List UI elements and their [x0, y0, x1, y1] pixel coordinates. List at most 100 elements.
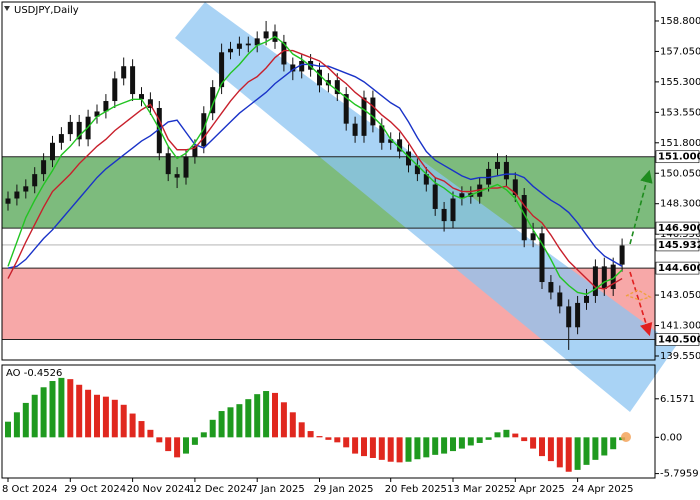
y-tick-label: 153.550 [660, 107, 700, 118]
ao-bar [530, 437, 537, 449]
ao-bar [129, 413, 136, 438]
ao-bar [539, 437, 545, 457]
candle-body [192, 146, 198, 157]
ao-bar [458, 437, 465, 449]
candle-body [477, 184, 483, 197]
candle-body [210, 87, 216, 114]
moving-average [7, 35, 623, 295]
ao-bar [183, 437, 189, 454]
candle-body [147, 99, 153, 108]
ao-bar [432, 437, 439, 455]
x-tick-label: 2 Apr 2025 [509, 484, 564, 495]
level-label: 146.900 [658, 223, 700, 234]
ao-bar [352, 437, 359, 454]
y-tick-label: 143.050 [660, 290, 700, 301]
candle-body [450, 198, 456, 222]
candle-body [352, 123, 358, 136]
level-label: 144.600 [658, 263, 700, 274]
y-tick-label: -5.7959 [660, 469, 699, 480]
candle-body [495, 161, 500, 169]
ao-bar [138, 421, 145, 438]
ao-bar [254, 394, 261, 438]
candle-body [575, 302, 581, 328]
x-tick-label: 12 Dec 2024 [189, 484, 253, 495]
ao-bar [396, 437, 403, 463]
ao-bar [165, 437, 172, 452]
ao-bar [94, 394, 100, 438]
y-tick-label: 6.1571 [660, 394, 695, 405]
ao-bar [325, 437, 332, 440]
forecast-up-arrow [629, 169, 653, 245]
candle-body [228, 48, 233, 53]
level-label: 140.500 [658, 334, 700, 345]
ao-bar [298, 422, 305, 438]
ao-bar [147, 429, 154, 438]
candle-body [219, 52, 225, 88]
ao-title: AO -0.4526 [6, 368, 62, 379]
x-tick-label: 13 Mar 2025 [447, 484, 510, 495]
y-tick-label: 146.550 [660, 229, 700, 240]
ao-bar [289, 412, 296, 438]
x-tick-label: 8 Oct 2024 [2, 484, 57, 495]
ao-bar [521, 437, 528, 442]
y-tick-label: 139.550 [660, 351, 700, 362]
ao-bar [369, 437, 376, 458]
ao-bar [102, 396, 109, 438]
ao-bar [423, 437, 430, 458]
ao-bar [494, 432, 501, 438]
ao-bar [467, 437, 474, 446]
candle-body [406, 151, 411, 166]
ao-bar [387, 437, 394, 462]
y-tick-label: 158.800 [660, 16, 700, 27]
price-plot [5, 20, 625, 350]
ao-bar [245, 399, 252, 438]
candle-body [414, 165, 420, 175]
ao-bar [58, 377, 65, 438]
candle-body [281, 41, 287, 65]
ao-bar [49, 381, 56, 438]
ao-bar [378, 437, 385, 460]
candle-body [5, 198, 11, 204]
level-label: 151.000 [658, 152, 700, 163]
ao-bar [22, 402, 29, 438]
ao-bar [547, 437, 554, 462]
ao-bar [450, 437, 456, 452]
x-tick-label: 24 Apr 2025 [572, 484, 634, 495]
ao-bar [441, 437, 448, 454]
candle-body [601, 266, 607, 289]
moving-average [7, 63, 623, 269]
y-tick-label: 0.00 [660, 432, 682, 443]
candle-body [361, 97, 367, 136]
ao-bar [307, 431, 314, 438]
candle-body [165, 153, 171, 175]
candle-body [290, 64, 296, 72]
candle-body [512, 179, 518, 196]
candle-body [121, 66, 127, 79]
trend-channel [175, 2, 676, 412]
ao-bar [209, 419, 216, 438]
candle-body [441, 208, 447, 222]
candle-body [610, 264, 616, 289]
x-tick-label: 7 Jan 2025 [251, 484, 305, 495]
y-tick-label: 148.300 [660, 199, 700, 210]
candle-body [23, 186, 29, 192]
symbol-icon [4, 6, 10, 11]
level-label-box [655, 221, 700, 235]
x-tick-label: 29 Oct 2024 [64, 484, 126, 495]
candle-body [174, 174, 180, 178]
y-tick-label: 157.050 [660, 46, 700, 57]
candle-body [592, 266, 598, 296]
main-frame [1, 1, 656, 361]
ao-bar [5, 421, 11, 438]
ao-bar [120, 404, 127, 438]
ao-bar [111, 399, 118, 438]
ao-bar [76, 384, 83, 438]
candle-body [254, 38, 260, 46]
ao-bar [610, 437, 617, 450]
candle-body [486, 168, 492, 185]
ao-bar [263, 391, 270, 438]
last-price-box [655, 238, 700, 252]
ao-plot [5, 377, 626, 472]
x-tick-label: 20 Feb 2025 [385, 484, 447, 495]
